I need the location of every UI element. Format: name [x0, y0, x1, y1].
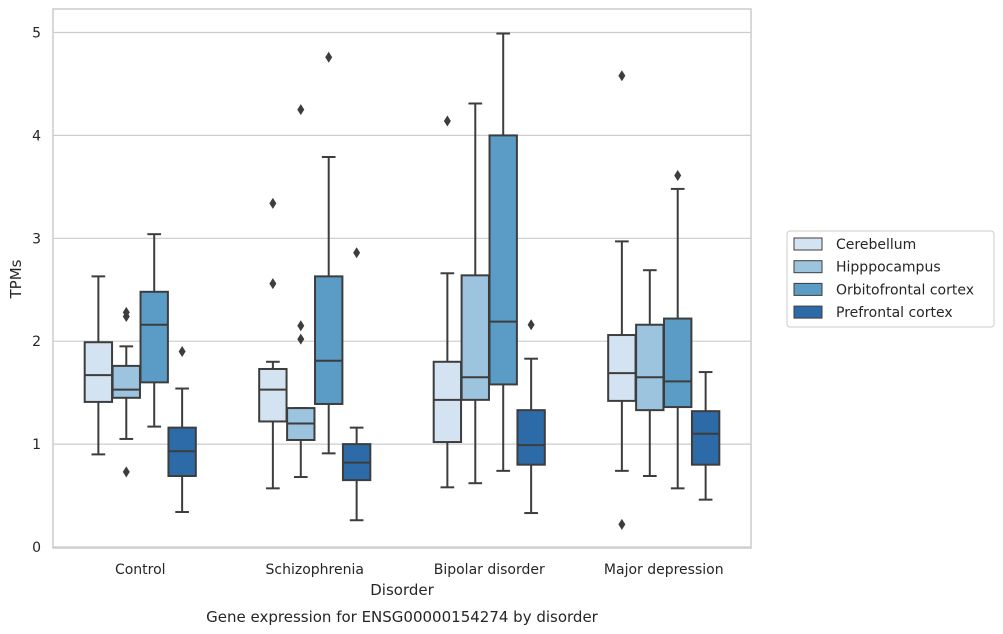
box-2-2 — [488, 32, 518, 472]
x-tick-label: Bipolar disorder — [434, 562, 545, 578]
legend-label: Cerebellum — [836, 237, 916, 253]
x-tick-label: Schizophrenia — [266, 562, 364, 578]
x-tick-label: Control — [115, 562, 166, 578]
box-body — [314, 275, 344, 405]
legend-swatch — [793, 282, 823, 296]
legend-label: Hipppocampus — [836, 260, 941, 276]
legend-label: Prefrontal cortex — [836, 305, 953, 321]
y-tick-label: 0 — [32, 540, 41, 556]
box-0-2 — [432, 115, 463, 489]
box-body — [432, 360, 463, 444]
outlier-point — [618, 518, 626, 530]
x-tick-labels: Control Schizophrenia Bipolar disorder Majo… — [115, 562, 724, 578]
legend: Cerebellum Hipppocampus Orbitofrontal cort… — [786, 230, 995, 328]
box-body — [607, 334, 637, 402]
outlier-point — [122, 306, 130, 318]
box-0-3 — [607, 70, 637, 530]
y-tick-labels: 0 1 2 3 4 5 — [32, 26, 41, 557]
box-body — [663, 317, 693, 409]
x-tick-label: Major depression — [604, 562, 724, 578]
box-body — [139, 290, 169, 384]
box-body — [460, 274, 490, 401]
box-3-3 — [690, 371, 721, 501]
box-body — [111, 364, 141, 399]
outlier-point — [674, 170, 682, 182]
box-body — [488, 134, 518, 386]
legend-swatch — [793, 237, 823, 251]
box-2-1 — [314, 51, 344, 455]
outlier-point — [443, 115, 451, 127]
legend-frame — [786, 230, 995, 328]
box-body — [635, 323, 665, 412]
box-1-1 — [286, 104, 316, 479]
box-1-3 — [635, 269, 665, 477]
y-tick-label: 1 — [32, 437, 41, 453]
outlier-point — [297, 320, 305, 332]
box-3-2 — [516, 319, 546, 515]
outlier-point — [122, 466, 130, 478]
box-body — [516, 409, 546, 466]
box-body — [258, 367, 288, 423]
y-tick-label: 2 — [32, 334, 41, 350]
y-tick-label: 3 — [32, 231, 41, 247]
box-2-0 — [139, 233, 169, 428]
outlier-point — [178, 345, 186, 357]
box-body — [690, 410, 721, 466]
box-0-0 — [83, 275, 114, 456]
box-0-1 — [258, 197, 288, 490]
legend-label: Orbitofrontal cortex — [836, 282, 974, 298]
outlier-point — [297, 104, 305, 116]
outlier-point — [269, 278, 277, 290]
y-tick-label: 4 — [32, 128, 41, 144]
y-tick-label: 5 — [32, 26, 41, 42]
box-3-0 — [167, 345, 197, 514]
plot-frame — [52, 8, 752, 549]
y-axis-title: TPMs — [7, 259, 25, 299]
boxes — [83, 32, 721, 530]
x-axis-title: Disorder — [370, 581, 434, 599]
legend-swatch — [793, 260, 823, 274]
box-3-1 — [341, 247, 372, 522]
outlier-point — [269, 197, 277, 209]
outlier-point — [353, 247, 361, 259]
box-2-3 — [663, 170, 693, 490]
outlier-point — [297, 333, 305, 345]
chart-caption: Gene expression for ENSG00000154274 by d… — [206, 608, 599, 626]
legend-swatch — [793, 305, 823, 319]
box-body — [83, 341, 114, 403]
outlier-point — [527, 319, 535, 331]
outlier-point — [618, 70, 626, 82]
outlier-point — [325, 51, 333, 63]
